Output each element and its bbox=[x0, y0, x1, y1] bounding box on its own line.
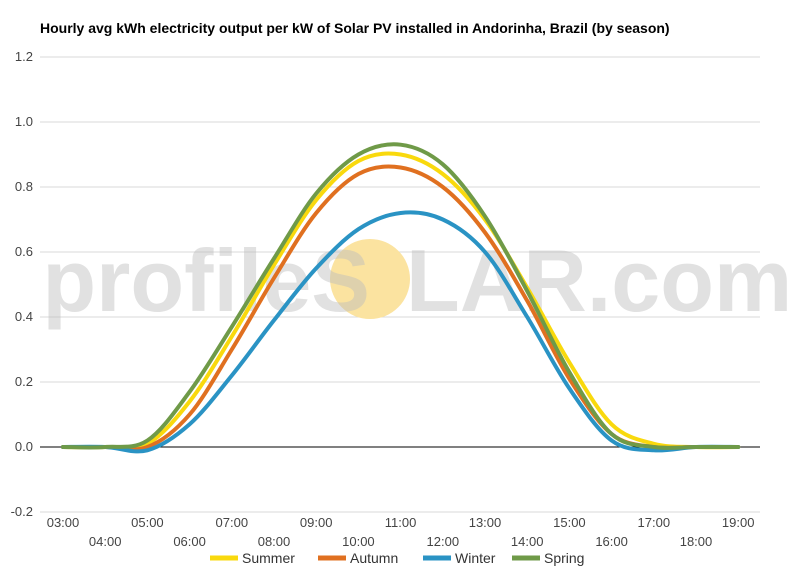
legend-label-winter: Winter bbox=[455, 550, 496, 566]
x-tick-label: 11:00 bbox=[385, 515, 417, 530]
y-tick-label: 0.6 bbox=[15, 244, 33, 259]
y-tick-label: 0.2 bbox=[15, 374, 33, 389]
legend: Summer Autumn Winter Spring bbox=[210, 550, 584, 566]
legend-label-summer: Summer bbox=[242, 550, 295, 566]
series-lines bbox=[61, 142, 741, 454]
x-tick-label: 05:00 bbox=[131, 515, 164, 530]
y-tick-label: 0.0 bbox=[15, 439, 33, 454]
series-line-summer bbox=[61, 151, 741, 451]
series-line-spring bbox=[61, 142, 741, 450]
x-tick-label: 07:00 bbox=[216, 515, 249, 530]
x-tick-label: 04:00 bbox=[89, 534, 122, 549]
x-tick-label: 09:00 bbox=[300, 515, 333, 530]
x-tick-label: 03:00 bbox=[47, 515, 80, 530]
y-tick-label: 1.2 bbox=[15, 49, 33, 64]
x-tick-label: 14:00 bbox=[511, 534, 544, 549]
x-tick-label: 17:00 bbox=[638, 515, 671, 530]
x-tick-label: 06:00 bbox=[173, 534, 206, 549]
x-tick-label: 12:00 bbox=[427, 534, 460, 549]
y-axis-ticks: -0.2 0.0 0.2 0.4 0.6 0.8 1.0 1.2 bbox=[11, 49, 33, 519]
y-tick-label: 0.4 bbox=[15, 309, 33, 324]
x-tick-label: 15:00 bbox=[553, 515, 586, 530]
watermark-text-left: profileS bbox=[42, 231, 370, 330]
x-tick-label: 18:00 bbox=[680, 534, 713, 549]
y-tick-label: 0.8 bbox=[15, 179, 33, 194]
y-tick-label: 1.0 bbox=[15, 114, 33, 129]
x-tick-label: 19:00 bbox=[722, 515, 755, 530]
x-tick-label: 08:00 bbox=[258, 534, 291, 549]
watermark: profileS LAR.com bbox=[42, 231, 792, 330]
chart-title: Hourly avg kWh electricity output per kW… bbox=[40, 20, 670, 36]
x-tick-label: 16:00 bbox=[595, 534, 628, 549]
series-line-winter bbox=[61, 210, 741, 454]
legend-label-autumn: Autumn bbox=[350, 550, 398, 566]
watermark-text-right: LAR.com bbox=[406, 231, 792, 330]
y-tick-label: -0.2 bbox=[11, 504, 33, 519]
legend-label-spring: Spring bbox=[544, 550, 584, 566]
x-tick-label: 13:00 bbox=[469, 515, 502, 530]
x-tick-label: 10:00 bbox=[342, 534, 375, 549]
x-axis-ticks: 03:00 04:00 05:00 06:00 07:00 08:00 09:00 10:00… bbox=[47, 515, 755, 549]
watermark-sun-icon bbox=[330, 239, 410, 319]
